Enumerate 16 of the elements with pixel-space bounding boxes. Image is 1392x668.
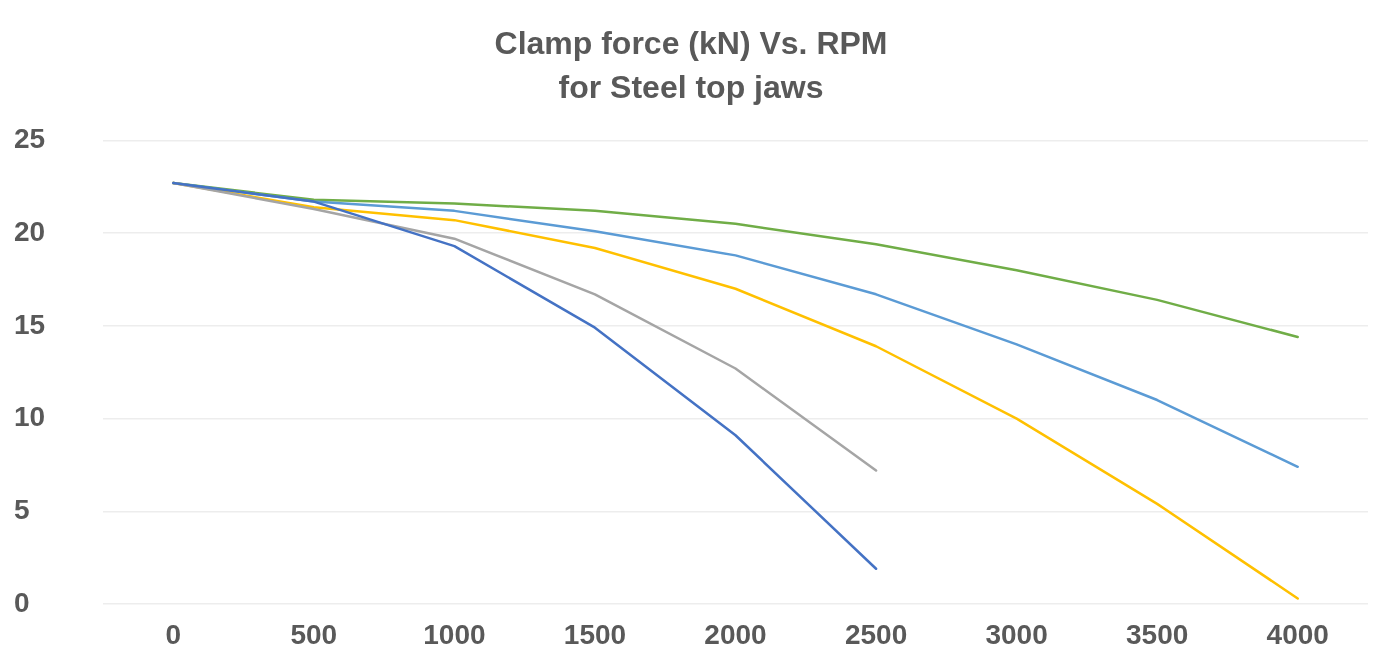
y-tick-label: 25	[14, 123, 46, 155]
y-tick-label: 0	[14, 586, 30, 618]
x-tick-label: 2000	[704, 618, 767, 650]
y-tick-label: 5	[14, 494, 30, 525]
x-tick-label: 1000	[423, 618, 486, 650]
x-tick-label: 3000	[985, 618, 1048, 650]
x-tick-label: 500	[290, 618, 338, 650]
x-tick-label: 2500	[844, 618, 908, 650]
x-tick-label: 3500	[1126, 618, 1189, 650]
x-tick-label: 0	[165, 618, 182, 650]
y-tick-label: 15	[14, 308, 46, 340]
y-tick-label: 10	[14, 401, 46, 433]
y-tick-label: 20	[14, 215, 46, 247]
chart-title: Clamp force (kN) Vs. RPM for Steel top jaws	[494, 25, 888, 105]
x-tick-label: 1500	[563, 618, 627, 650]
x-tick-label: 4000	[1266, 618, 1329, 650]
